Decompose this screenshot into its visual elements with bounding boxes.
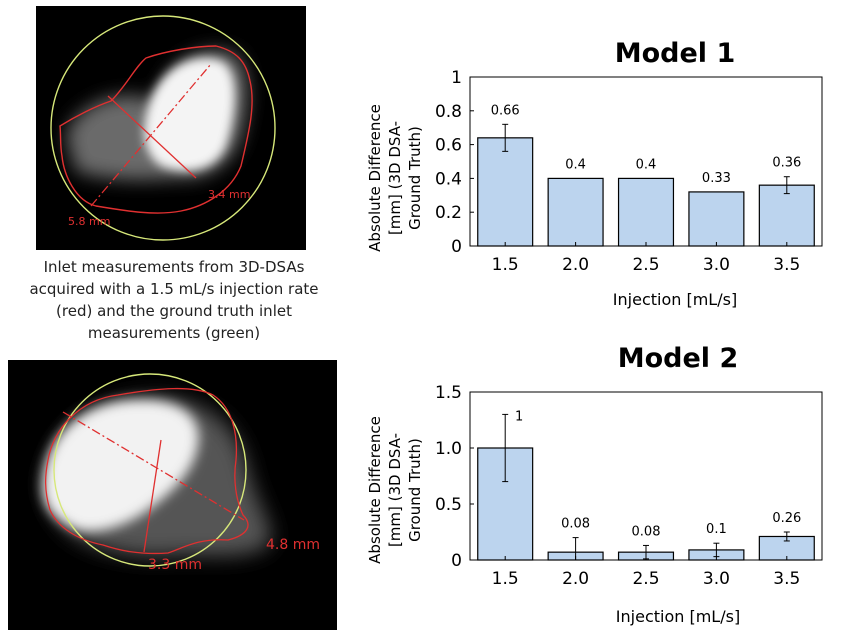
model1-bar — [617, 177, 675, 247]
inlet-image-2: 3.3 mm 4.8 mm — [8, 360, 337, 630]
model2-x-tick-label: 2.5 — [632, 569, 659, 589]
measured-inlet-contour — [59, 45, 253, 214]
image-caption: Inlet measurements from 3D-DSAs acquired… — [0, 256, 348, 344]
measurement-line-long — [90, 63, 212, 207]
model1-x-tick-label: 3.0 — [703, 255, 730, 275]
model1-y-tick-label: 0.2 — [435, 203, 462, 223]
caption-line-1: Inlet measurements from 3D-DSAs — [43, 258, 305, 276]
model2-data-label: 1 — [515, 409, 523, 424]
model2-chart: Model 2 Absolute Difference [mm] (3D DSA… — [352, 340, 847, 631]
model1-x-axis-label: Injection [mL/s] — [613, 290, 737, 309]
model1-y-tick-label: 0 — [451, 237, 462, 257]
caption-line-2: acquired with a 1.5 mL/s injection rate — [29, 280, 319, 298]
model1-y-tick-label: 0.4 — [435, 169, 462, 189]
model2-ylabel-line-2: [mm] (3D DSA- — [386, 433, 404, 547]
model2-y-tick-label: 1.5 — [435, 383, 462, 403]
model2-data-label: 0.26 — [772, 511, 801, 526]
model2-ylabel-line-3: Ground Truth) — [406, 438, 424, 542]
model2-x-tick-label: 1.5 — [492, 569, 519, 589]
model1-chart: Model 1 Absolute Difference [mm] (3D DSA… — [352, 30, 847, 325]
ground-truth-circle-2 — [53, 373, 247, 567]
inlet-image-2-graphic: 3.3 mm 4.8 mm — [8, 360, 337, 630]
model1-y-tick-label: 1 — [451, 68, 462, 88]
model1-bar — [477, 137, 534, 247]
model1-ylabel-line-2: [mm] (3D DSA- — [386, 121, 404, 235]
model2-x-tick-label: 3.5 — [773, 569, 800, 589]
image2-label-b: 4.8 mm — [266, 537, 320, 553]
model1-x-tick-label: 3.5 — [773, 255, 800, 275]
model1-ylabel-line-1: Absolute Difference — [366, 104, 384, 252]
model2-y-tick-label: 1.0 — [435, 439, 462, 459]
measurement-line-short — [107, 95, 197, 179]
model1-y-tick-label: 0.8 — [435, 102, 462, 122]
model1-data-label: 0.4 — [565, 157, 586, 172]
image2-label-a: 3.3 mm — [148, 557, 202, 573]
caption-line-3: (red) and the ground truth inlet — [56, 302, 292, 320]
model2-data-label: 0.08 — [632, 524, 661, 539]
model2-data-label: 0.08 — [561, 517, 590, 532]
image1-label-a: 5.8 mm — [68, 215, 110, 228]
model1-bar — [758, 184, 815, 247]
measurement-line-short-2 — [143, 439, 162, 553]
model2-y-tick-label: 0 — [451, 551, 462, 571]
model1-x-tick-label: 2.0 — [562, 255, 589, 275]
model2-x-axis-label: Injection [mL/s] — [616, 607, 740, 626]
model1-bar — [547, 177, 604, 247]
model1-data-label: 0.4 — [636, 157, 657, 172]
model1-data-label: 0.36 — [772, 156, 801, 171]
model2-chart-svg: Model 2 Absolute Difference [mm] (3D DSA… — [366, 343, 823, 626]
model1-x-tick-label: 1.5 — [492, 255, 519, 275]
model1-ylabel-line-3: Ground Truth) — [406, 126, 424, 230]
model2-chart-title: Model 2 — [618, 343, 739, 374]
image1-label-b: 3.4 mm — [208, 188, 250, 201]
inlet-image-1: 5.8 mm 3.4 mm — [36, 6, 306, 250]
model2-ylabel-line-1: Absolute Difference — [366, 416, 384, 564]
model2-x-tick-label: 2.0 — [562, 569, 589, 589]
model1-data-label: 0.33 — [702, 171, 731, 186]
model1-x-tick-label: 2.5 — [632, 255, 659, 275]
ground-truth-circle — [50, 15, 276, 241]
model1-chart-title: Model 1 — [615, 38, 736, 69]
model2-data-label: 0.1 — [706, 522, 727, 537]
model1-y-tick-label: 0.6 — [435, 136, 462, 156]
model1-chart-svg: Model 1 Absolute Difference [mm] (3D DSA… — [366, 38, 823, 309]
model2-y-tick-label: 0.5 — [435, 495, 462, 515]
model1-data-label: 0.66 — [491, 103, 520, 118]
model2-x-tick-label: 3.0 — [703, 569, 730, 589]
measurement-line-long-2 — [62, 411, 245, 521]
measured-inlet-contour-2 — [44, 387, 249, 555]
caption-line-4: measurements (green) — [87, 324, 261, 342]
model1-bar — [688, 191, 745, 247]
model2-y-axis-label: Absolute Difference [mm] (3D DSA- Ground… — [366, 416, 424, 564]
inlet-image-1-graphic: 5.8 mm 3.4 mm — [36, 6, 306, 250]
model1-y-axis-label: Absolute Difference [mm] (3D DSA- Ground… — [366, 104, 424, 252]
